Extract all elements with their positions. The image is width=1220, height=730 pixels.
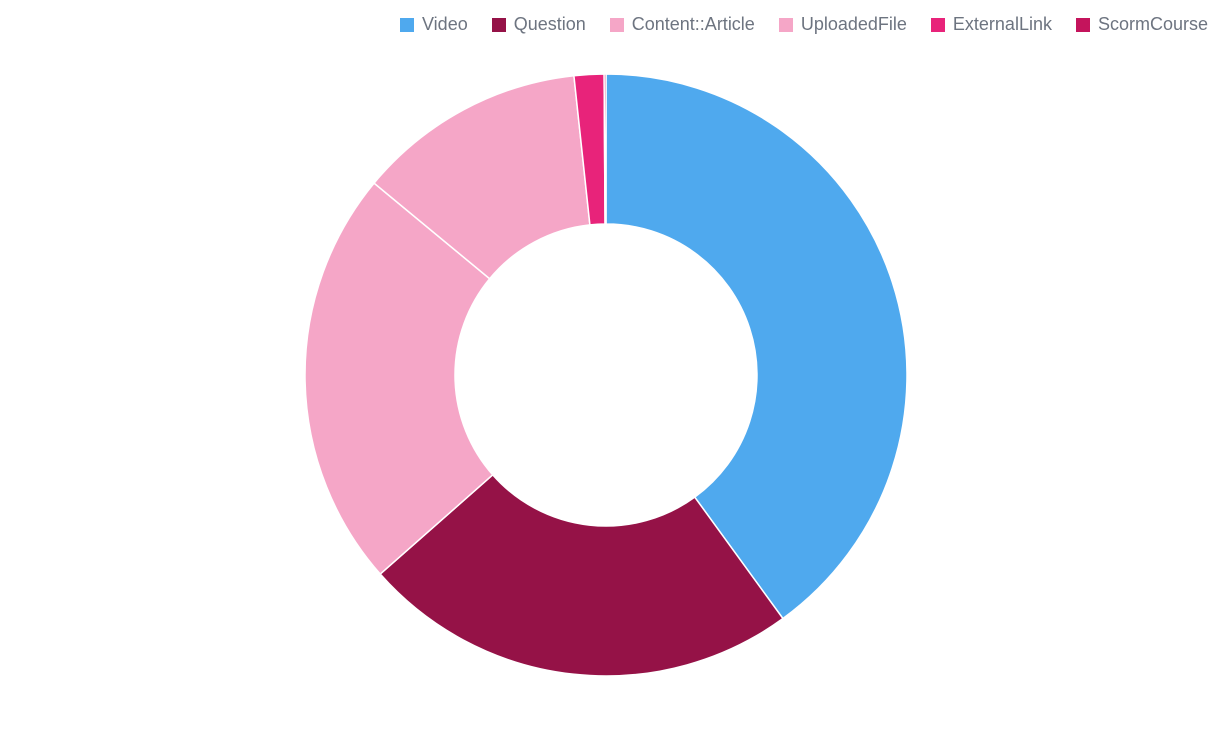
legend-item[interactable]: Content::Article [609, 14, 755, 35]
legend-swatch [400, 17, 414, 32]
donut-slice[interactable] [379, 473, 784, 677]
donut-slice[interactable] [605, 73, 908, 620]
legend-label: Question [513, 14, 586, 34]
legend-swatch [778, 17, 793, 32]
legend-swatch [609, 17, 624, 32]
legend-swatch [930, 17, 945, 32]
legend-label: ExternalLink [952, 14, 1052, 34]
legend-item[interactable]: ScormCourse [1075, 14, 1208, 35]
legend-label: ScormCourse [1097, 14, 1208, 34]
legend-label: Content::Article [631, 14, 755, 34]
legend-label: Video [422, 14, 468, 34]
donut-slice[interactable] [304, 182, 494, 576]
legend-item[interactable]: UploadedFile [778, 14, 907, 35]
donut-slice[interactable] [603, 73, 607, 225]
legend-label: UploadedFile [800, 14, 907, 34]
legend-swatch [491, 17, 506, 32]
legend-item[interactable]: ExternalLink [930, 14, 1052, 35]
donut-slice[interactable] [373, 74, 591, 280]
legend-item[interactable]: Video [400, 14, 468, 35]
legend-swatch [1075, 17, 1090, 32]
chart-legend: Video Question Content::Article UploadedFil… [400, 14, 1208, 35]
legend-item[interactable]: Question [491, 14, 586, 35]
